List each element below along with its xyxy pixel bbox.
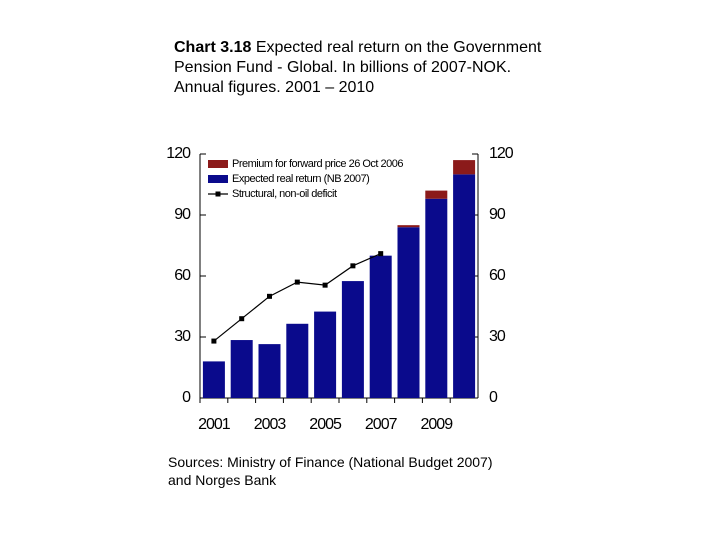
bar [202, 361, 225, 398]
line-marker [294, 279, 300, 285]
y-tick-label: 60 [174, 267, 191, 284]
line-marker [378, 251, 384, 257]
legend-marker [215, 191, 221, 197]
bar [397, 225, 420, 228]
legend-swatch [208, 175, 228, 183]
bar [425, 190, 448, 199]
legend-label: Structural, non-oil deficit [232, 188, 337, 200]
x-tick-label: 2005 [309, 416, 342, 433]
title-number: Chart 3.18 [174, 39, 252, 56]
y-tick-label: 30 [174, 328, 191, 345]
bar [258, 344, 281, 398]
x-tick-label: 2007 [365, 416, 398, 433]
bar [397, 227, 420, 398]
line-marker [211, 338, 217, 344]
title-text: Expected real return on the Government P… [174, 39, 542, 96]
line-marker [267, 293, 272, 299]
bar [425, 198, 448, 398]
chart-title: Chart 3.18 Expected real return on the G… [174, 38, 554, 98]
line-marker [322, 282, 328, 288]
y2-tick-label: 90 [489, 206, 506, 223]
bar [314, 311, 337, 398]
line-marker [350, 263, 356, 269]
bar [453, 174, 476, 398]
x-tick-label: 2003 [254, 416, 287, 433]
x-tick-label: 2001 [198, 416, 231, 433]
legend-swatch [208, 160, 228, 168]
bar [286, 323, 309, 398]
y2-tick-label: 30 [489, 328, 506, 345]
legend-label: Expected real return (NB 2007) [232, 173, 369, 185]
y2-tick-label: 120 [489, 145, 514, 162]
bar [369, 255, 392, 398]
bar [453, 160, 476, 175]
y-tick-label: 0 [182, 389, 191, 406]
line-marker [239, 316, 245, 322]
y2-tick-label: 0 [489, 389, 498, 406]
source-note: Sources: Ministry of Finance (National B… [168, 454, 493, 488]
legend-label: Premium for forward price 26 Oct 2006 [232, 158, 403, 170]
y-tick-label: 90 [174, 206, 191, 223]
y-tick-label: 120 [166, 145, 191, 162]
y2-tick-label: 60 [489, 267, 506, 284]
bar [230, 340, 253, 398]
bar [341, 281, 364, 398]
x-tick-label: 2009 [421, 416, 454, 433]
